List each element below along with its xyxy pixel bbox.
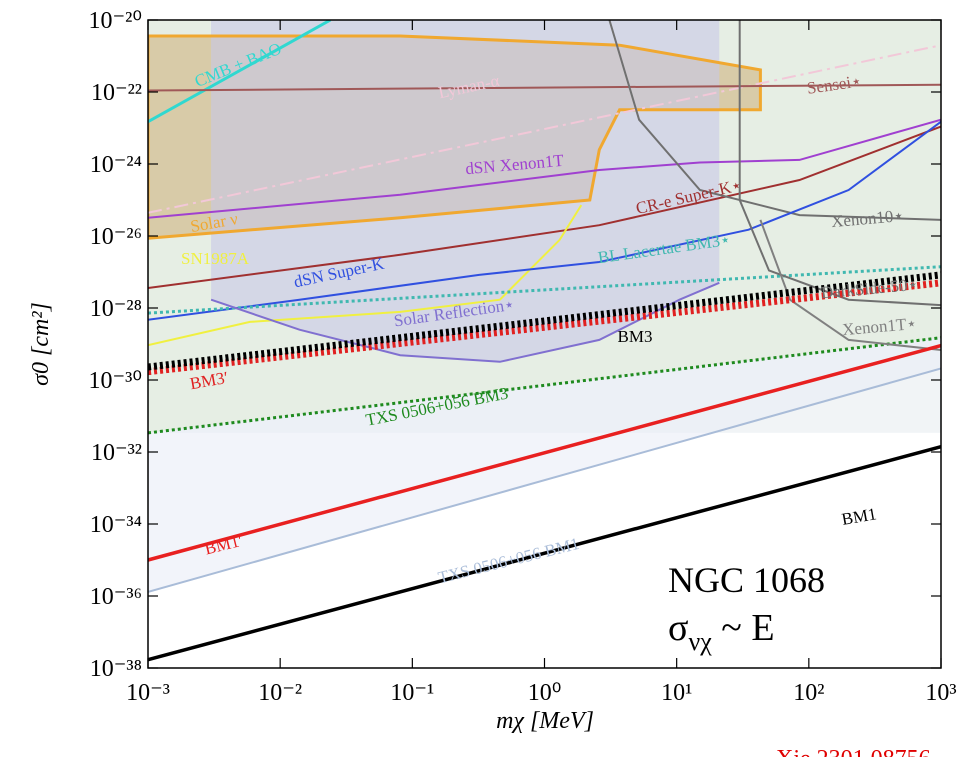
curves xyxy=(148,20,941,662)
curve xyxy=(148,20,332,124)
curve xyxy=(148,120,941,321)
x-tick-label: 10⁰ xyxy=(528,680,562,706)
curve xyxy=(148,44,941,214)
y-tick-label: 10⁻³⁸ xyxy=(90,656,142,682)
curve xyxy=(148,445,941,662)
y-axis-label: σ0 [cm²] xyxy=(28,302,54,386)
y-tick-label: 10⁻²⁶ xyxy=(90,224,142,250)
curve xyxy=(148,271,941,371)
curve xyxy=(148,265,941,315)
y-tick-label: 10⁻²⁸ xyxy=(90,296,142,322)
excluded-region xyxy=(211,20,720,362)
annotation-citation: Xie 2301.08756 xyxy=(776,746,931,757)
curve xyxy=(148,204,583,347)
y-tick-label: 10⁻³⁰ xyxy=(89,368,142,394)
curve xyxy=(148,279,941,376)
curve xyxy=(148,34,762,240)
x-tick-label: 10⁻¹ xyxy=(390,680,434,706)
x-axis-label: mχ [MeV] xyxy=(496,708,594,734)
curve xyxy=(148,336,941,435)
curve xyxy=(210,281,720,363)
y-tick-label: 10⁻²⁴ xyxy=(90,152,142,178)
y-tick-label: 10⁻²² xyxy=(91,80,142,106)
curve xyxy=(148,367,941,593)
y-tick-label: 10⁻²⁰ xyxy=(89,8,142,34)
curve-label: BM3 xyxy=(618,327,653,346)
annotation-formula: σνχ ~ E xyxy=(668,607,775,656)
y-tick-label: 10⁻³⁶ xyxy=(90,584,142,610)
curve xyxy=(608,20,941,221)
curve xyxy=(148,118,941,219)
x-tick-label: 10⁻² xyxy=(258,680,302,706)
y-tick-label: 10⁻³² xyxy=(91,440,142,466)
y-tick-label: 10⁻³⁴ xyxy=(90,512,142,538)
annotation: NGC 1068 xyxy=(668,560,825,600)
curve xyxy=(738,20,941,307)
annotation: νχ xyxy=(688,627,712,656)
x-tick-label: 10¹ xyxy=(661,680,692,706)
axes: 10⁻³ 10⁻² 10⁻¹ 10⁰ 10¹ 10² 10³ 10⁻³⁸ 10⁻³⁶ 10⁻³⁴ 1… xyxy=(89,8,957,706)
x-tick-label: 10² xyxy=(793,680,824,706)
annotation: σ xyxy=(668,607,688,649)
x-tick-label: 10³ xyxy=(925,680,956,706)
curve xyxy=(148,125,941,289)
curve xyxy=(759,219,941,351)
annotation: ~ E xyxy=(712,607,775,649)
curve xyxy=(148,343,941,562)
regions xyxy=(148,20,941,592)
x-tick-label: 10⁻³ xyxy=(126,680,170,706)
curve xyxy=(148,83,941,92)
curve-label: SN1987A xyxy=(181,249,250,268)
